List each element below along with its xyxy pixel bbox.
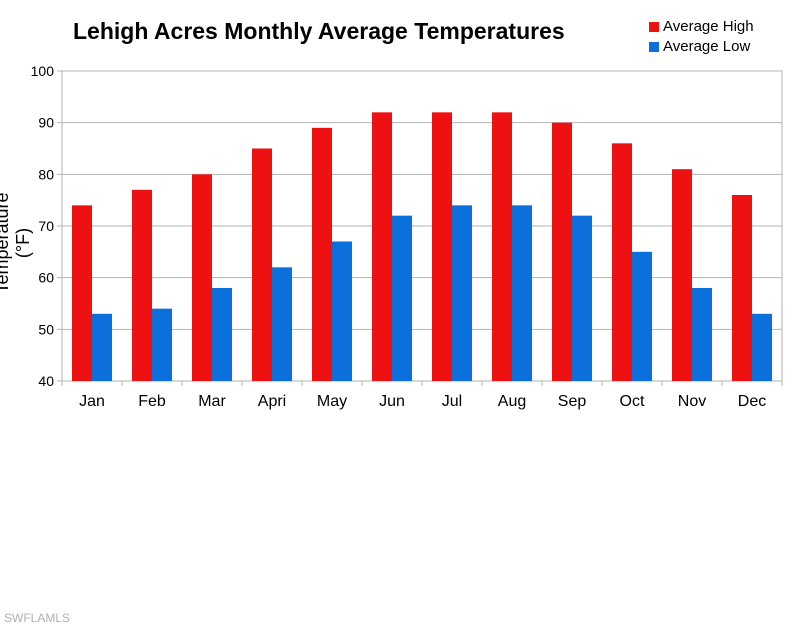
y-tick-label: 80 <box>38 166 54 182</box>
bar-average-low <box>752 313 772 381</box>
legend-item-high: Average High <box>649 18 754 35</box>
watermark: SWFLAMLS <box>4 611 71 625</box>
y-tick-label: 50 <box>38 321 54 337</box>
y-tick-label: 90 <box>38 115 54 131</box>
bar-average-low <box>92 313 112 381</box>
legend-label-low: Average Low <box>663 38 751 55</box>
x-tick-label: Jul <box>442 393 462 410</box>
bar-average-high <box>252 148 272 381</box>
bar-average-high <box>552 122 572 382</box>
bar-average-high <box>492 112 512 381</box>
bar-average-low <box>392 215 412 381</box>
bar-average-low <box>452 205 472 381</box>
bar-average-low <box>692 288 712 381</box>
bar-average-high <box>312 127 332 381</box>
x-tick-label: Jun <box>379 393 405 410</box>
bar-average-low <box>152 308 172 381</box>
x-tick-label: Sep <box>558 393 587 410</box>
bar-average-high <box>672 169 692 381</box>
chart-title: Lehigh Acres Monthly Average Temperature… <box>73 18 565 44</box>
bar-average-high <box>732 195 752 381</box>
x-tick-label: Jan <box>79 393 105 410</box>
x-tick-label: Nov <box>678 393 706 410</box>
x-tick-label: May <box>317 393 347 410</box>
bar-average-high <box>72 205 92 381</box>
legend-swatch-low <box>649 41 659 52</box>
x-tick-label: Mar <box>198 393 226 410</box>
bar-average-low <box>632 251 652 381</box>
legend-item-low: Average Low <box>649 38 750 55</box>
bar-average-low <box>572 215 592 381</box>
x-tick-label: Aug <box>498 393 526 410</box>
bar-average-low <box>512 205 532 381</box>
bar-average-high <box>372 112 392 381</box>
bar-average-low <box>212 288 232 381</box>
legend-label-high: Average High <box>663 18 754 35</box>
x-tick-label: Feb <box>138 393 166 410</box>
bar-average-high <box>192 174 212 381</box>
x-tick-label: Dec <box>738 393 766 410</box>
bar-average-high <box>432 112 452 381</box>
y-tick-label: 70 <box>38 218 54 234</box>
y-tick-label: 100 <box>31 63 55 79</box>
x-tick-label: Apri <box>258 393 286 410</box>
y-tick-label: 60 <box>38 270 54 286</box>
bar-average-high <box>132 189 152 381</box>
bar-average-low <box>332 241 352 381</box>
bar-average-high <box>612 143 632 381</box>
x-tick-label: Oct <box>620 393 645 410</box>
y-tick-label: 40 <box>38 373 54 389</box>
legend-swatch-high <box>649 21 659 32</box>
bar-average-low <box>272 267 292 381</box>
